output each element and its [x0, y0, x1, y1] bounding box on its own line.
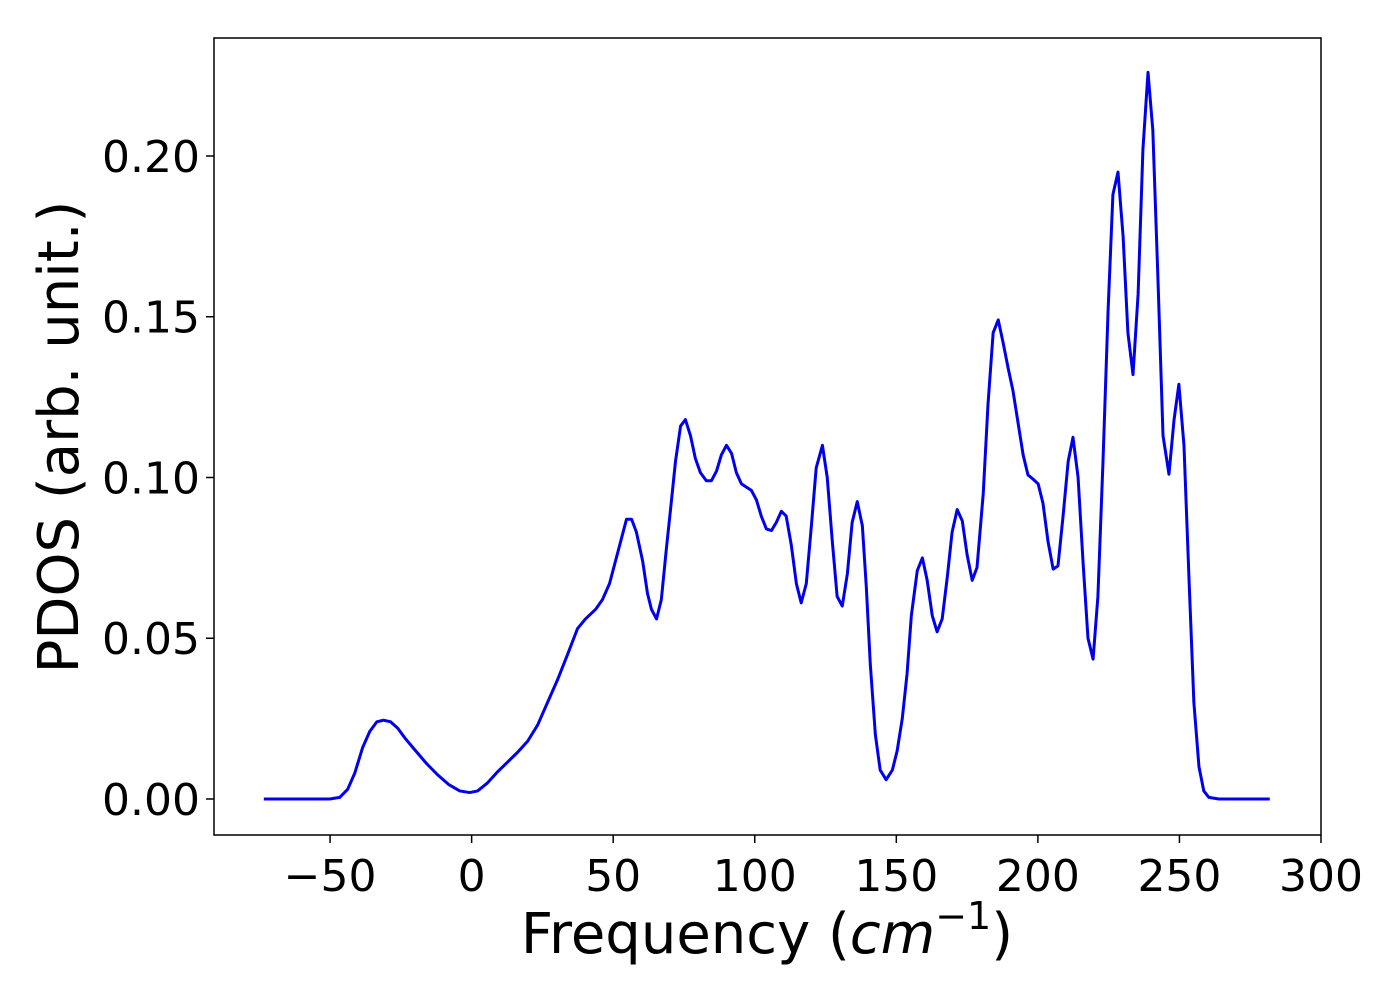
y-tick-label: 0.10	[102, 453, 200, 504]
x-label-close: )	[991, 902, 1013, 967]
pdos-line	[263, 70, 1270, 801]
y-axis-label: PDOS (arb. unit.)	[27, 201, 92, 674]
x-label-unit: cm	[850, 902, 935, 967]
x-tick-label: −50	[284, 851, 377, 902]
x-tick-label: 100	[713, 851, 797, 902]
y-tick-label: 0.00	[102, 775, 200, 826]
x-tick-label: 200	[996, 851, 1080, 902]
x-label-exponent: −1	[935, 894, 991, 938]
y-tick-label: 0.20	[102, 132, 200, 183]
x-tick-label: 250	[1137, 851, 1221, 902]
x-tick-label: 0	[458, 851, 486, 902]
x-label-text: Frequency (	[521, 902, 850, 967]
x-tick-label: 300	[1279, 851, 1363, 902]
x-tick-label: 50	[585, 851, 641, 902]
y-tick-label: 0.05	[102, 614, 200, 665]
y-tick-label: 0.15	[102, 293, 200, 344]
plot-frame	[213, 37, 1322, 836]
x-tick-label: 150	[854, 851, 938, 902]
x-axis-label: Frequency (cm−1)	[521, 894, 1013, 967]
